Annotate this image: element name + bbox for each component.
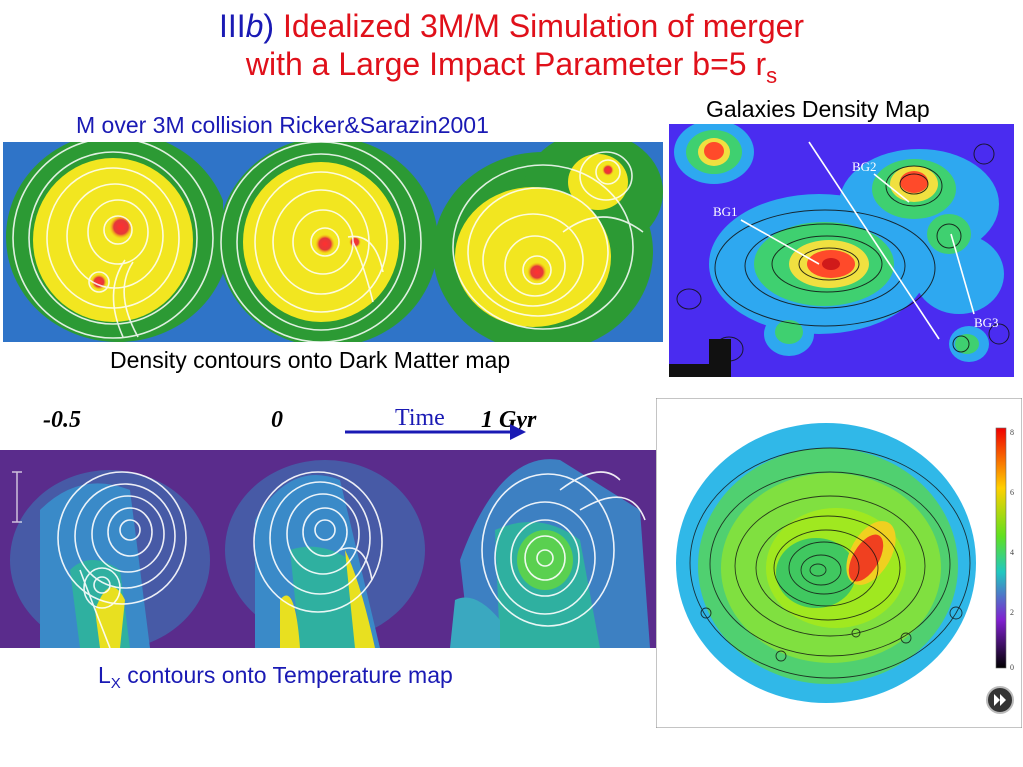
dm-panel-2 — [218, 142, 443, 342]
bg3-label: BG3 — [974, 315, 999, 330]
galaxies-density-map: BG1 BG2 BG3 — [669, 124, 1014, 377]
temp-panel-1 — [0, 450, 219, 648]
temp-panel-2 — [219, 450, 438, 648]
time-label-start: -0.5 — [43, 407, 81, 433]
time-label-zero: 0 — [271, 407, 283, 433]
bg1-label: BG1 — [713, 204, 738, 219]
dm-panel-1 — [3, 142, 230, 342]
fast-forward-icon — [994, 694, 1006, 706]
dm-panel-3 — [433, 142, 663, 342]
colorbar-tick: 4 — [1010, 548, 1014, 557]
colorbar-tick: 2 — [1010, 608, 1014, 617]
temperature-panels — [0, 450, 658, 648]
colorbar-tick: 8 — [1010, 428, 1014, 437]
collision-caption: M over 3M collision Ricker&Sarazin2001 — [76, 112, 489, 138]
next-slide-button[interactable] — [986, 686, 1014, 714]
colorbar — [995, 427, 1007, 669]
density-contours-caption: Density contours onto Dark Matter map — [110, 347, 511, 373]
temp-panel-3 — [438, 450, 658, 648]
time-arrow-label: Time — [395, 405, 445, 431]
dark-matter-panels — [3, 142, 663, 342]
lx-caption: LX contours onto Temperature map — [98, 662, 453, 692]
temperature-map-observed: 8 6 4 2 0 — [656, 398, 1022, 728]
galaxies-density-caption: Galaxies Density Map — [706, 96, 930, 122]
colorbar-tick: 0 — [1010, 663, 1014, 672]
bg2-label: BG2 — [852, 159, 877, 174]
colorbar-tick: 6 — [1010, 488, 1014, 497]
time-label-end: 1 Gyr — [481, 407, 537, 433]
slide-title-line1: IIIb) Idealized 3M/M Simulation of merge… — [218, 8, 805, 44]
slide-title-line2: with a Large Impact Parameter b=5 rs — [245, 46, 778, 88]
time-arrow — [345, 424, 526, 440]
